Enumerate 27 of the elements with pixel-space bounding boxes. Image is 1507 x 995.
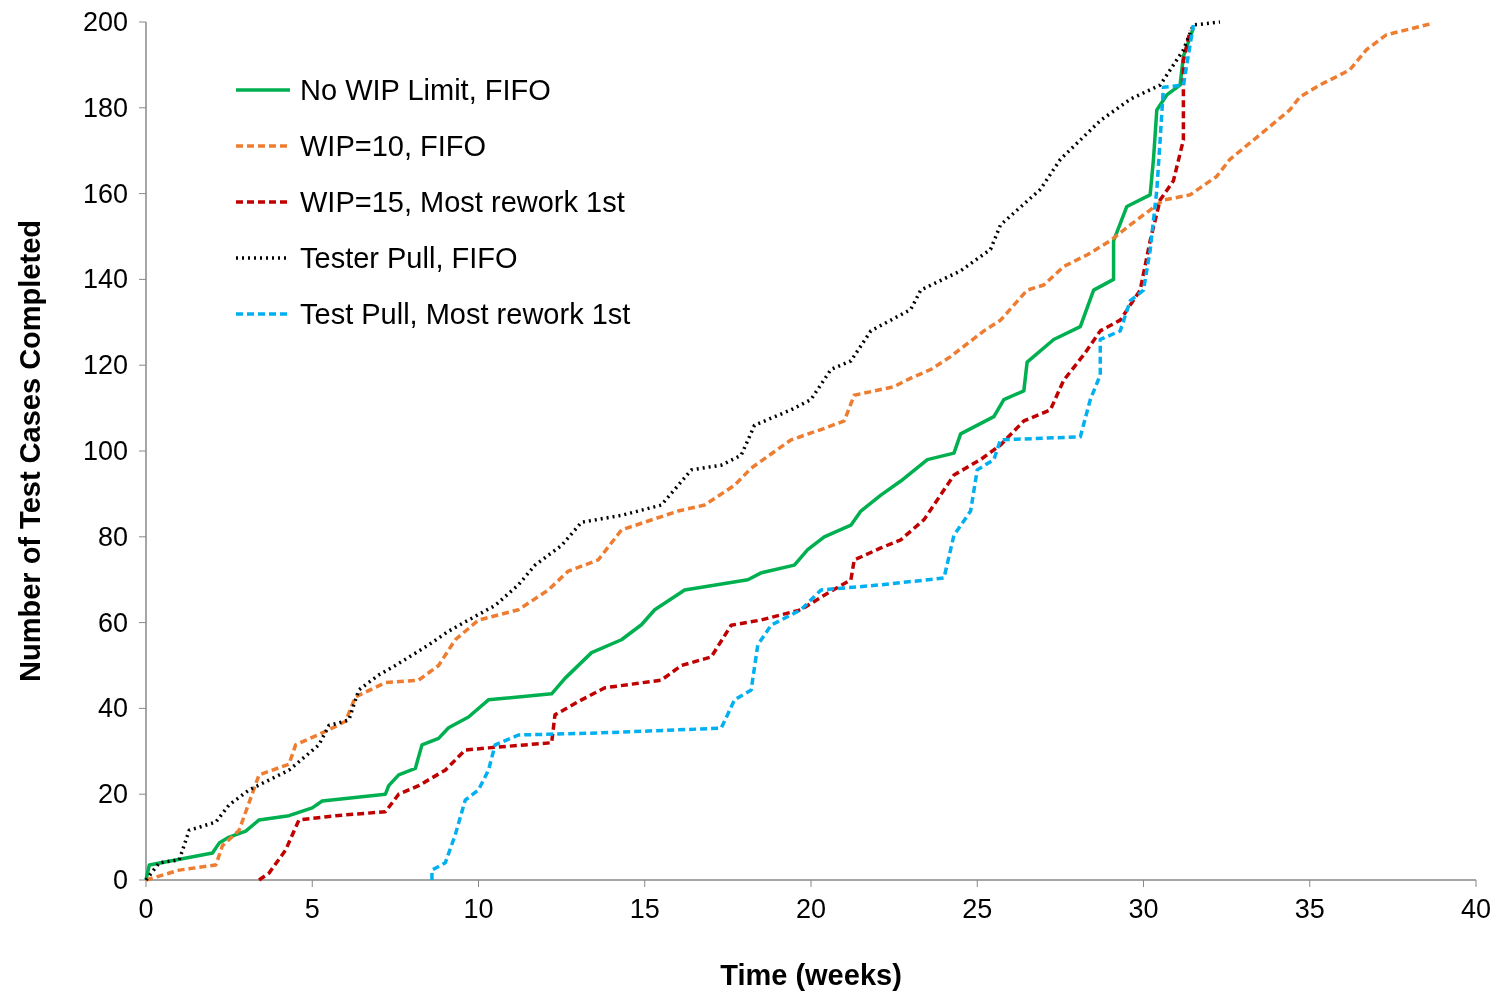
legend-label: WIP=10, FIFO xyxy=(300,130,487,162)
y-axis-title: Number of Test Cases Completed xyxy=(14,220,46,682)
y-tick-label: 160 xyxy=(82,178,128,209)
x-tick-label: 0 xyxy=(138,894,154,924)
y-tick-label: 20 xyxy=(97,779,128,810)
x-tick-label: 15 xyxy=(629,894,660,924)
legend-label: Tester Pull, FIFO xyxy=(300,242,518,274)
x-axis-title: Time (weeks) xyxy=(720,959,902,991)
legend-label: WIP=15, Most rework 1st xyxy=(300,186,625,218)
y-tick-label: 40 xyxy=(97,693,128,724)
x-tick-label: 25 xyxy=(962,894,993,924)
y-tick-label: 200 xyxy=(82,7,128,37)
legend-label: No WIP Limit, FIFO xyxy=(300,74,551,106)
x-tick-label: 30 xyxy=(1128,894,1159,924)
x-tick-label: 20 xyxy=(795,894,827,924)
y-tick-label: 180 xyxy=(82,92,128,123)
legend-label: Test Pull, Most rework 1st xyxy=(300,298,631,330)
x-tick-label: 35 xyxy=(1294,894,1325,924)
y-tick-label: 140 xyxy=(82,264,128,295)
x-tick-label: 5 xyxy=(304,894,320,924)
y-tick-label: 0 xyxy=(112,865,128,895)
y-tick-label: 100 xyxy=(82,436,128,466)
y-tick-label: 80 xyxy=(97,521,128,552)
y-tick-label: 120 xyxy=(82,350,128,381)
x-tick-label: 10 xyxy=(463,894,494,924)
x-tick-label: 40 xyxy=(1460,894,1492,924)
y-tick-label: 60 xyxy=(97,607,128,638)
